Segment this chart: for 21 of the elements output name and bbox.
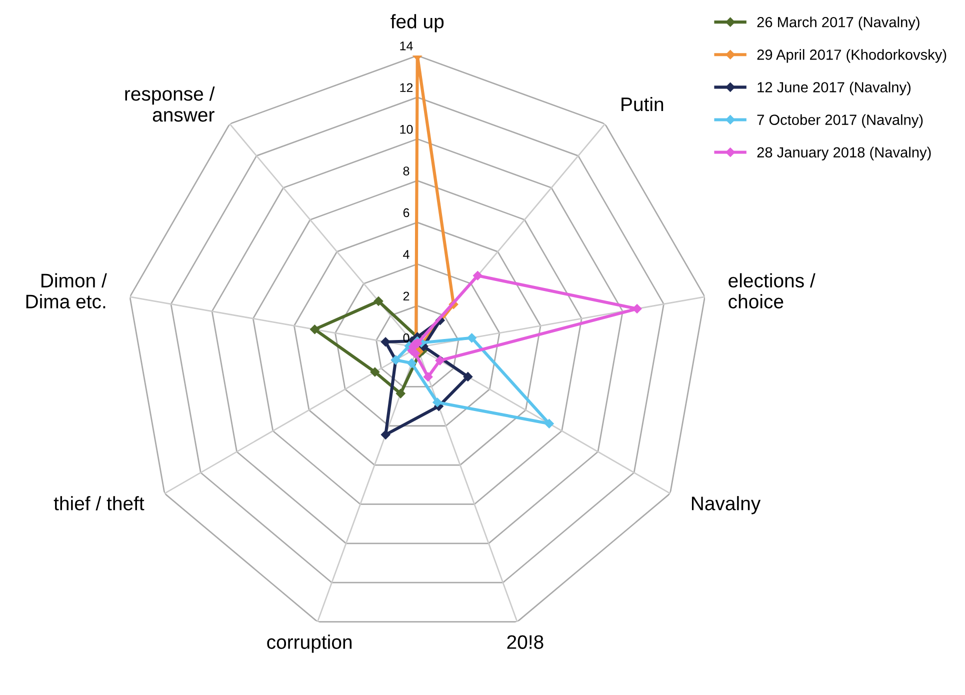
spoke-label: fed up (390, 14, 444, 32)
y-tick-label: 8 (403, 166, 410, 176)
y-tick-label: 6 (403, 208, 410, 218)
legend-label: 29 April 2017 (Khodorkovsky) (757, 49, 946, 63)
legend-label: 7 October 2017 (Navalny) (757, 114, 923, 128)
y-tick-label: 10 (400, 124, 413, 134)
y-tick-label: 12 (400, 83, 413, 92)
y-tick-label: 4 (403, 250, 410, 259)
legend-label: 26 March 2017 (Navalny) (757, 16, 920, 30)
legend-label: 28 January 2018 (Navalny) (757, 146, 931, 160)
y-tick-label: 14 (400, 42, 413, 50)
spoke-label: Navalny (692, 496, 761, 514)
y-tick-label: 2 (403, 292, 410, 300)
spoke-label: elections / choice (728, 273, 816, 308)
legend-label: 12 June 2017 (Navalny) (758, 82, 910, 96)
spoke-label: response / answer (125, 86, 215, 122)
spoke-label: thief / theft (54, 496, 144, 510)
spoke-label: 20!8 (507, 635, 544, 649)
spoke-label: Dimon / Dima etc. (26, 273, 107, 308)
spoke-label: Putin (622, 96, 664, 112)
spoke-label: corruption (267, 634, 352, 653)
